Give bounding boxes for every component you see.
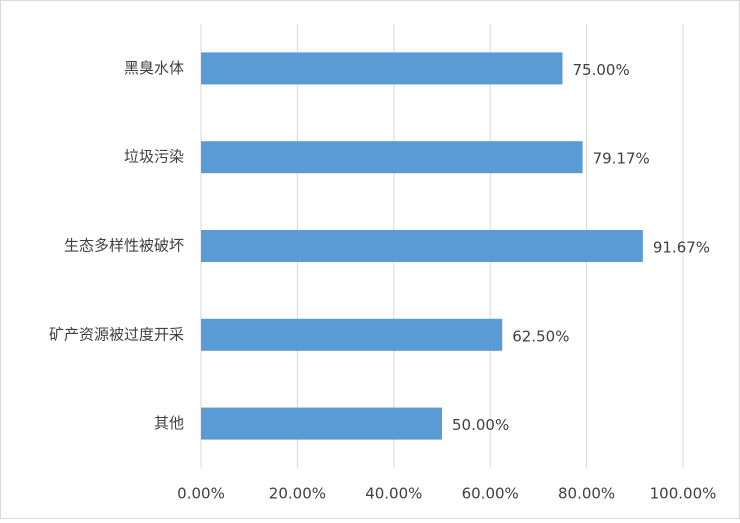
y-tick-label: 垃圾污染 — [124, 148, 184, 166]
x-tick-label: 40.00% — [365, 485, 422, 503]
x-tick-label: 100.00% — [650, 485, 717, 503]
data-label: 91.67% — [653, 239, 710, 257]
y-tick-label: 其他 — [154, 414, 184, 432]
data-label: 62.50% — [512, 327, 569, 345]
x-tick-label: 80.00% — [558, 485, 615, 503]
y-tick-label: 生态多样性被破坏 — [64, 237, 184, 255]
data-label: 79.17% — [593, 150, 650, 168]
bar — [201, 52, 563, 85]
data-label: 75.00% — [573, 61, 630, 79]
y-tick-label: 黑臭水体 — [124, 59, 184, 77]
bar — [201, 230, 643, 262]
bar — [201, 407, 442, 440]
data-label: 50.00% — [452, 416, 509, 434]
bar — [201, 318, 503, 351]
x-tick-label: 0.00% — [177, 485, 225, 503]
bar — [201, 141, 583, 174]
y-tick-label: 矿产资源被过度开采 — [49, 325, 184, 343]
x-tick-label: 20.00% — [269, 485, 326, 503]
x-tick-label: 60.00% — [462, 485, 519, 503]
